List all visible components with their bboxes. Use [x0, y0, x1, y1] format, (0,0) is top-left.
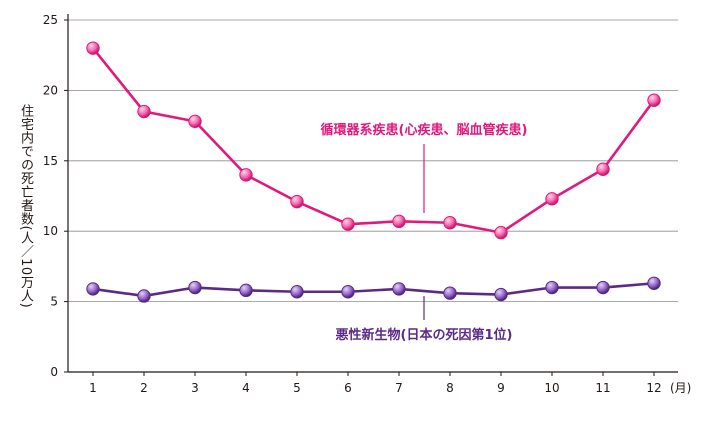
data-point — [596, 162, 610, 176]
x-tick-label: 1 — [89, 381, 97, 395]
data-point — [239, 168, 253, 182]
x-tick-label: 2 — [140, 381, 148, 395]
x-tick-label: 8 — [446, 381, 454, 395]
data-point — [137, 289, 151, 303]
data-point — [239, 283, 253, 298]
series — [86, 41, 661, 303]
data-point — [545, 280, 559, 295]
data-point — [443, 286, 457, 300]
data-point — [392, 282, 406, 296]
series-label: 循環器系疾患(心疾患、脳血管疾患) — [321, 122, 528, 138]
data-point — [86, 282, 100, 296]
data-point — [86, 41, 100, 55]
data-point — [443, 216, 457, 230]
gridlines — [68, 19, 678, 303]
series-line — [91, 47, 656, 234]
x-tick-label: 10 — [544, 381, 559, 395]
data-point — [188, 114, 202, 129]
data-point — [137, 104, 151, 119]
data-point — [188, 280, 202, 295]
data-point — [545, 192, 559, 206]
x-tick-label: 11 — [595, 381, 610, 395]
x-tick-label: 5 — [293, 381, 301, 395]
data-point — [596, 280, 610, 295]
x-tick-label: 3 — [191, 381, 199, 395]
data-point — [647, 276, 661, 290]
y-tick-label: 20 — [43, 83, 58, 97]
data-point — [290, 285, 304, 299]
data-point — [341, 217, 355, 231]
x-tick-label: 6 — [344, 381, 352, 395]
y-tick-label: 25 — [43, 13, 58, 27]
series-line — [92, 282, 655, 298]
data-point — [647, 93, 661, 107]
y-tick-label: 5 — [50, 295, 58, 309]
y-axis-label-text: 住宅内での死亡者数(人／10万人) — [18, 104, 33, 309]
data-point — [494, 287, 508, 302]
x-tick-label: 9 — [497, 381, 505, 395]
x-axis-unit: (月) — [670, 381, 691, 395]
y-tick-label: 0 — [50, 365, 58, 379]
data-point — [494, 225, 508, 240]
x-tick-label: 4 — [242, 381, 250, 395]
y-axis-label: 住宅内での死亡者数(人／10万人) — [14, 104, 38, 314]
data-point — [290, 194, 304, 209]
data-point — [392, 214, 406, 229]
x-tick-label: 7 — [395, 381, 403, 395]
data-point — [341, 285, 355, 299]
y-tick-label: 15 — [43, 154, 58, 168]
series-label: 悪性新生物(日本の死因第1位) — [336, 327, 513, 343]
x-tick-label: 12 — [646, 381, 661, 395]
annotations: 循環器系疾患(心疾患、脳血管疾患) 悪性新生物(日本の死因第1位) — [321, 122, 528, 343]
y-tick-label: 10 — [43, 224, 58, 238]
